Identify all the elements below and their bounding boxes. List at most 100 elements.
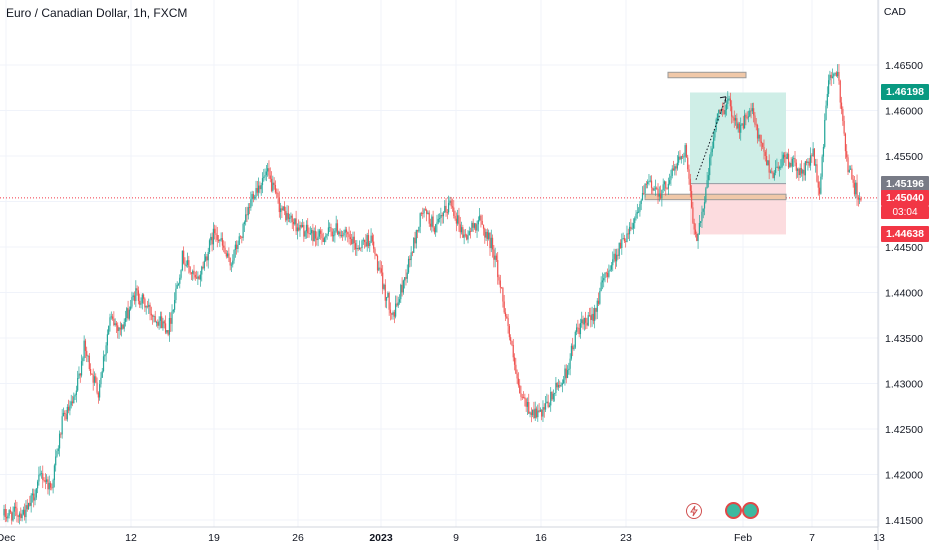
candle-body (128, 309, 130, 319)
candle-body (656, 187, 658, 189)
candle-body (199, 274, 202, 280)
candle-body (725, 103, 728, 110)
candle-body (164, 323, 167, 333)
bar-countdown-tag: 03:04 (881, 205, 929, 219)
candle-body (246, 214, 248, 216)
candle-body (525, 398, 527, 407)
candle-body (661, 189, 663, 199)
candle-body (419, 213, 421, 227)
candle-body (37, 481, 39, 489)
candle-body (22, 509, 24, 515)
time-axis[interactable]: Dec 12 19 26 2023 9 16 23 Feb 7 13 (0, 526, 885, 544)
candle-body (771, 171, 773, 173)
price-tick-label: 1.42000 (885, 470, 923, 482)
candle-body (848, 169, 850, 173)
candle-body (696, 233, 698, 241)
candle-body (345, 229, 348, 233)
candle-body (453, 207, 455, 216)
candle-body (485, 231, 487, 238)
candle-body (99, 384, 101, 398)
candle-body (4, 508, 6, 517)
candle-body (622, 238, 624, 240)
candle-body (418, 226, 420, 232)
candle-body (821, 156, 823, 177)
candle-body (304, 231, 306, 237)
candle-body (524, 397, 526, 399)
lightning-icon[interactable] (686, 503, 702, 519)
candle-body (662, 184, 664, 190)
candle-body (73, 396, 75, 404)
candle-body (564, 368, 566, 380)
price-tick-label: 1.43500 (885, 333, 923, 345)
candle-body (701, 211, 703, 222)
candle-body (320, 230, 322, 234)
candle-body (521, 396, 523, 398)
candle-body (228, 253, 230, 259)
candle-body (69, 405, 71, 411)
candle-body (52, 480, 54, 488)
time-tick-label: 26 (292, 532, 304, 544)
candle-body (5, 516, 8, 519)
candle-body (636, 212, 638, 214)
candle-body (793, 158, 795, 159)
candle-body (210, 236, 212, 241)
candle-body (546, 401, 548, 404)
candle-body (70, 401, 72, 406)
candle-body (261, 178, 264, 186)
candle-body (383, 284, 385, 289)
candle-body (195, 277, 198, 279)
price-axis[interactable]: 1.465001.460001.455001.450001.445001.440… (877, 0, 923, 550)
candle-body (436, 222, 438, 225)
candle-body (432, 216, 434, 228)
price-tick-label: 1.46000 (885, 106, 923, 118)
candle-body (504, 312, 507, 317)
candle-body (663, 181, 666, 185)
candle-body (12, 511, 14, 521)
candle-body (534, 408, 536, 418)
indicator-icon[interactable] (742, 502, 759, 519)
indicator-icon[interactable] (725, 502, 742, 519)
candle-body (692, 207, 694, 223)
candle-body (760, 141, 763, 143)
candle-body (329, 227, 331, 229)
candle-body (666, 188, 668, 190)
candle-body (351, 238, 353, 245)
candle-body (603, 278, 605, 281)
candle-body (354, 243, 357, 250)
candle-body (516, 373, 518, 379)
candle-body (51, 487, 53, 489)
candle-body (808, 161, 810, 166)
candle-body (574, 331, 576, 348)
candle-body (731, 106, 733, 117)
candle-body (745, 114, 747, 118)
candle-body (422, 213, 424, 215)
candle-body (555, 382, 557, 393)
candle-body (305, 224, 308, 232)
profit-zone (690, 92, 786, 184)
candle-body (675, 166, 677, 169)
candle-body (454, 215, 456, 219)
candle-body (522, 396, 525, 398)
candle-body (625, 241, 627, 243)
candle-body (91, 373, 93, 375)
candle-body (687, 157, 689, 170)
candle-body (846, 151, 848, 158)
candle-body (647, 181, 649, 185)
candle-body (243, 222, 246, 225)
candle-body (388, 292, 390, 310)
candle-body (245, 214, 247, 223)
candle-body (11, 512, 13, 521)
candle-body (163, 321, 165, 324)
candle-body (227, 253, 229, 257)
candle-body (387, 292, 389, 298)
candle-body (811, 155, 813, 157)
grid-lines (0, 0, 880, 527)
candle-body (118, 327, 120, 332)
candle-body (292, 221, 295, 225)
currency-label: CAD (883, 6, 906, 18)
candle-body (78, 373, 80, 379)
candle-body (860, 198, 862, 201)
candle-body (548, 405, 551, 407)
candle-body (47, 479, 49, 490)
